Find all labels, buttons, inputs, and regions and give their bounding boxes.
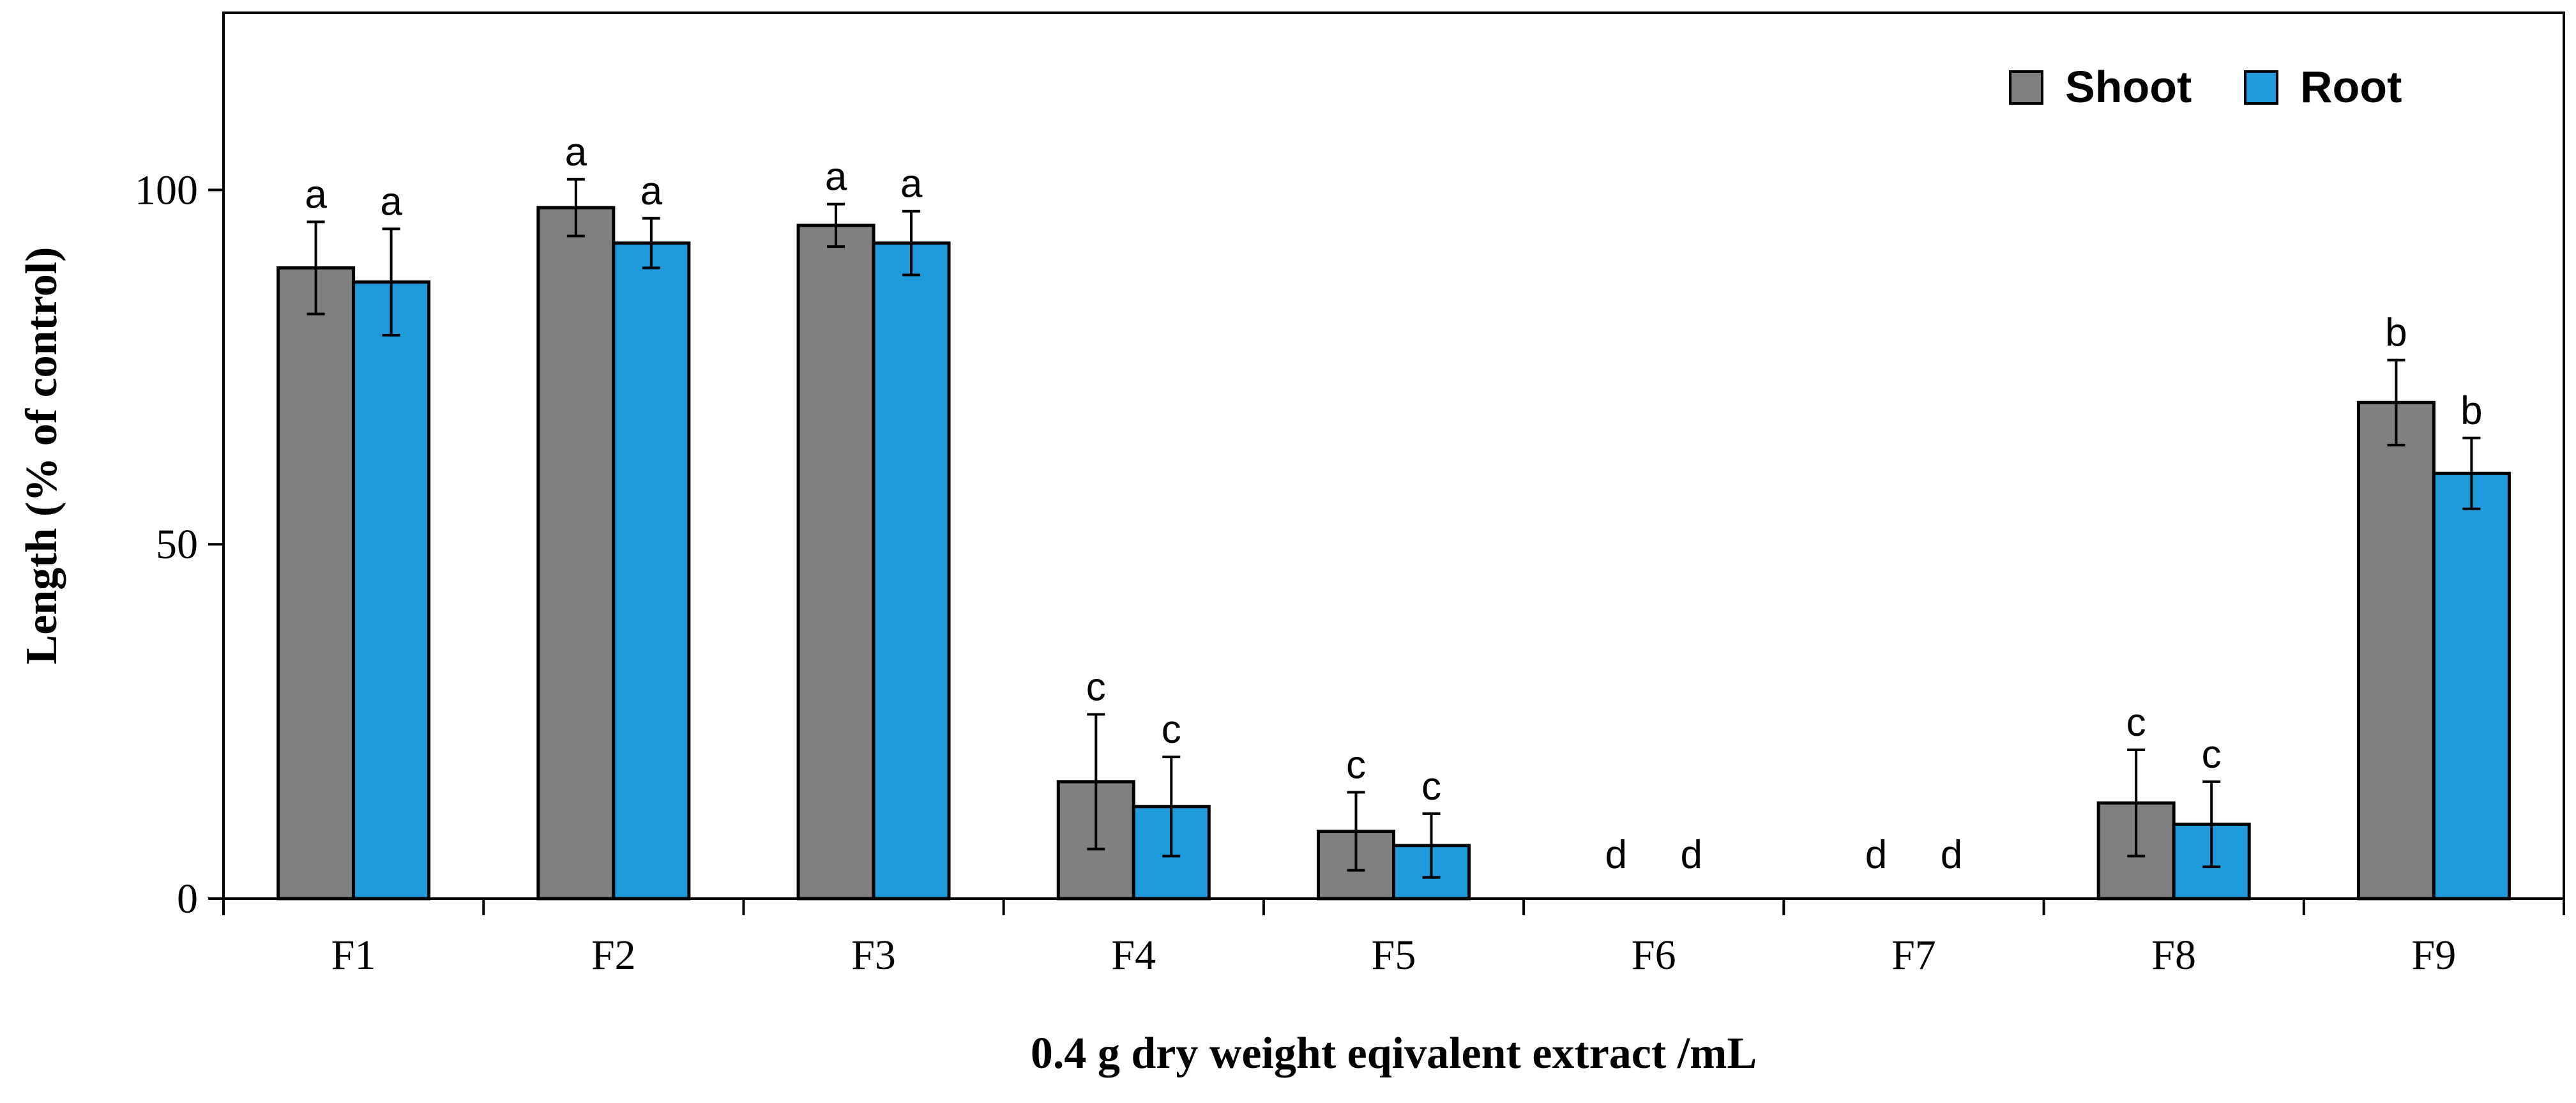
significance-label-root-f8: c: [2202, 733, 2222, 777]
significance-label-shoot-f6: d: [1605, 833, 1626, 877]
significance-label-shoot-f2: a: [565, 130, 587, 174]
y-axis-title: Length (% of control): [17, 247, 66, 665]
significance-label-root-f7: d: [1941, 833, 1962, 877]
significance-label-shoot-f5: c: [1346, 743, 1366, 787]
x-tick-label-f9: F9: [2412, 932, 2457, 978]
bar-root-f3: [872, 241, 951, 901]
significance-label-shoot-f8: c: [2126, 701, 2146, 745]
x-tick-label-f4: F4: [1111, 932, 1156, 978]
bar-root-f1: [352, 280, 431, 901]
x-tick-label-f7: F7: [1891, 932, 1936, 978]
legend-swatch-root: [2244, 70, 2278, 105]
significance-label-root-f1: a: [380, 179, 402, 224]
x-tick-label-f6: F6: [1632, 932, 1676, 978]
significance-label-shoot-f7: d: [1865, 833, 1887, 877]
x-tick-label-f1: F1: [331, 932, 376, 978]
bar-root-f9: [2432, 471, 2511, 901]
x-tick-label-f3: F3: [851, 932, 896, 978]
significance-label-root-f2: a: [640, 169, 663, 213]
x-tick-label-f5: F5: [1372, 932, 1416, 978]
significance-label-shoot-f3: a: [825, 155, 847, 199]
y-tick-label-50: 50: [156, 521, 198, 568]
x-tick-label-f8: F8: [2151, 932, 2196, 978]
legend-label-root: Root: [2300, 62, 2402, 112]
significance-label-root-f4: c: [1162, 708, 1181, 752]
bar-shoot-f1: [277, 266, 356, 901]
bar-shoot-f2: [536, 206, 616, 901]
y-tick-label-0: 0: [177, 876, 198, 922]
significance-label-root-f5: c: [1421, 764, 1441, 809]
significance-label-root-f6: d: [1680, 833, 1702, 877]
significance-label-shoot-f4: c: [1086, 666, 1106, 710]
significance-label-shoot-f9: b: [2385, 311, 2407, 355]
bar-shoot-f9: [2356, 400, 2436, 901]
bar-root-f2: [612, 241, 691, 901]
y-tick-label-100: 100: [135, 167, 198, 213]
significance-label-root-f3: a: [900, 162, 923, 206]
legend-swatch-shoot: [2009, 70, 2043, 105]
legend-label-shoot: Shoot: [2065, 62, 2192, 112]
x-tick-label-f2: F2: [591, 932, 636, 978]
significance-label-shoot-f1: a: [305, 172, 327, 217]
bar-shoot-f3: [796, 224, 875, 901]
x-axis-title: 0.4 g dry weight eqivalent extract /mL: [1031, 1029, 1757, 1078]
significance-label-root-f9: b: [2460, 389, 2482, 433]
